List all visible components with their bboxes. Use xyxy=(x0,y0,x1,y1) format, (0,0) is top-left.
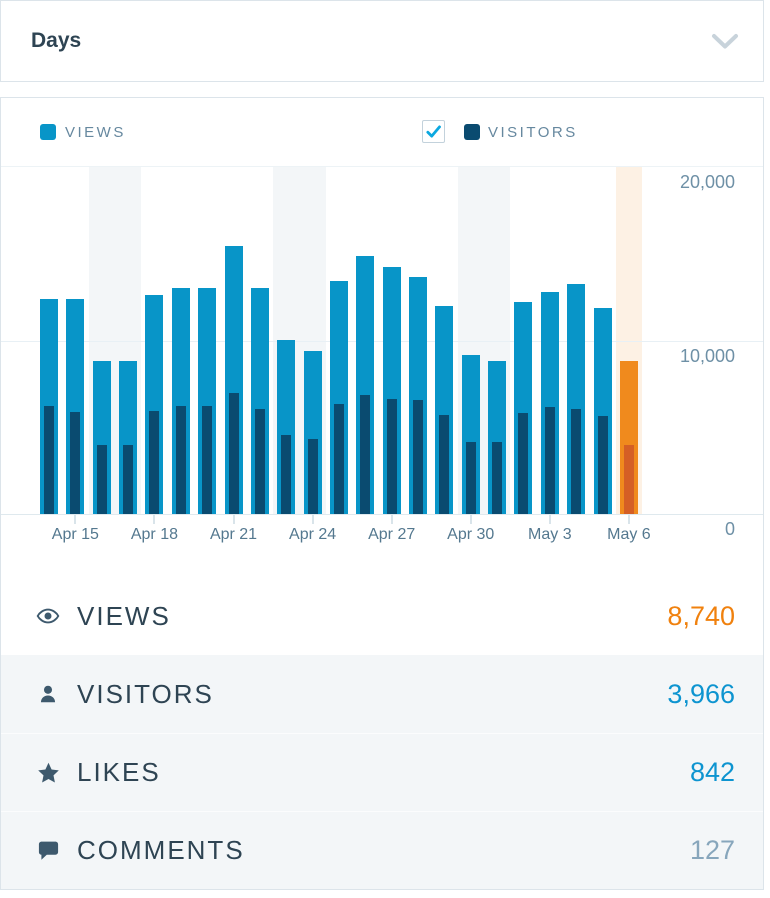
y-axis-label-10000: 10,000 xyxy=(679,346,735,366)
visitors-bar[interactable] xyxy=(518,413,529,514)
views-legend-label: VIEWS xyxy=(65,124,126,141)
eye-icon xyxy=(31,604,65,628)
tab-value: 3,966 xyxy=(667,678,735,709)
visitors-bar[interactable] xyxy=(281,435,292,514)
visitors-bar[interactable] xyxy=(96,445,107,514)
comment-icon xyxy=(31,839,65,862)
visitors-bar[interactable] xyxy=(175,406,186,514)
tab-label: LIKES xyxy=(77,757,161,787)
visitors-bar[interactable] xyxy=(228,393,239,514)
x-axis-label: May 3 xyxy=(528,526,572,543)
y-axis-label-0: 0 xyxy=(724,519,735,539)
visitors-bar[interactable] xyxy=(623,445,634,514)
visitors-bar[interactable] xyxy=(386,399,397,514)
tab-value: 127 xyxy=(689,835,735,865)
visitors-legend-swatch xyxy=(464,124,480,140)
stats-card: VIEWS VISITORS 20,000 10,000 0 Apr 15 Apr… xyxy=(0,97,764,890)
visitors-bar[interactable] xyxy=(439,415,450,514)
visitors-bar[interactable] xyxy=(413,400,424,514)
panel-title: Days xyxy=(31,29,82,52)
x-axis-label: May 6 xyxy=(607,526,651,543)
summary-tabs: VIEWS 8,740 VISITORS 3,966 LIKES 842 xyxy=(1,577,763,889)
chart-legend: VIEWS VISITORS xyxy=(1,98,763,166)
tab-value: 842 xyxy=(689,757,735,787)
x-axis-tick xyxy=(311,515,314,524)
visitors-bar[interactable] xyxy=(254,409,265,514)
visitors-legend-label: VISITORS xyxy=(488,124,578,141)
x-axis-label: Apr 24 xyxy=(289,526,337,543)
visitors-bar[interactable] xyxy=(571,409,582,514)
visitors-bar[interactable] xyxy=(44,406,54,514)
visitors-bar[interactable] xyxy=(307,439,318,514)
tab-views[interactable]: VIEWS 8,740 xyxy=(1,577,763,655)
x-axis-tick xyxy=(232,515,235,524)
visitors-bar[interactable] xyxy=(465,442,476,514)
tab-value: 8,740 xyxy=(667,600,735,631)
user-icon xyxy=(31,682,65,706)
x-axis-tick xyxy=(548,515,551,524)
visitors-bar[interactable] xyxy=(597,416,608,514)
x-axis-tick xyxy=(469,515,472,524)
x-axis-tick xyxy=(153,515,156,524)
chevron-down-icon[interactable] xyxy=(711,33,739,51)
tab-label: VISITORS xyxy=(77,678,214,709)
visitors-bar[interactable] xyxy=(123,445,134,514)
plot-area xyxy=(1,167,763,514)
gridline-10000 xyxy=(1,341,763,342)
visitors-bar[interactable] xyxy=(492,442,503,514)
y-axis-label-20000: 20,000 xyxy=(679,172,735,192)
visitors-bar[interactable] xyxy=(70,412,81,514)
x-axis-tick xyxy=(390,515,393,524)
visitors-bar[interactable] xyxy=(149,411,160,514)
views-legend-swatch xyxy=(40,124,56,140)
x-axis-label: Apr 30 xyxy=(447,526,495,543)
tab-label: VIEWS xyxy=(77,600,171,631)
x-axis-tick xyxy=(74,515,77,524)
days-panel-header[interactable]: Days xyxy=(0,0,764,82)
visitors-checkbox[interactable] xyxy=(422,120,445,143)
visitors-bar[interactable] xyxy=(202,406,213,514)
x-axis-label: Apr 18 xyxy=(130,526,178,543)
x-axis-label: Apr 15 xyxy=(51,526,99,543)
x-axis-label: Apr 21 xyxy=(209,526,258,543)
x-axis: Apr 15 Apr 18 Apr 21 Apr 24 Apr 27 Apr 30 May … xyxy=(1,515,763,578)
x-axis-tick xyxy=(627,515,630,524)
checkmark-icon xyxy=(426,125,441,138)
tab-label: COMMENTS xyxy=(77,835,245,865)
visitors-bar[interactable] xyxy=(333,404,344,514)
star-icon xyxy=(31,761,65,785)
bar-chart: 20,000 10,000 0 xyxy=(1,166,763,539)
tab-comments[interactable]: COMMENTS 127 xyxy=(1,811,763,889)
visitors-bar[interactable] xyxy=(544,407,555,514)
tab-likes[interactable]: LIKES 842 xyxy=(1,733,763,811)
visitors-bar[interactable] xyxy=(360,395,371,514)
x-axis-label: Apr 27 xyxy=(368,526,416,543)
tab-visitors[interactable]: VISITORS 3,966 xyxy=(1,655,763,733)
